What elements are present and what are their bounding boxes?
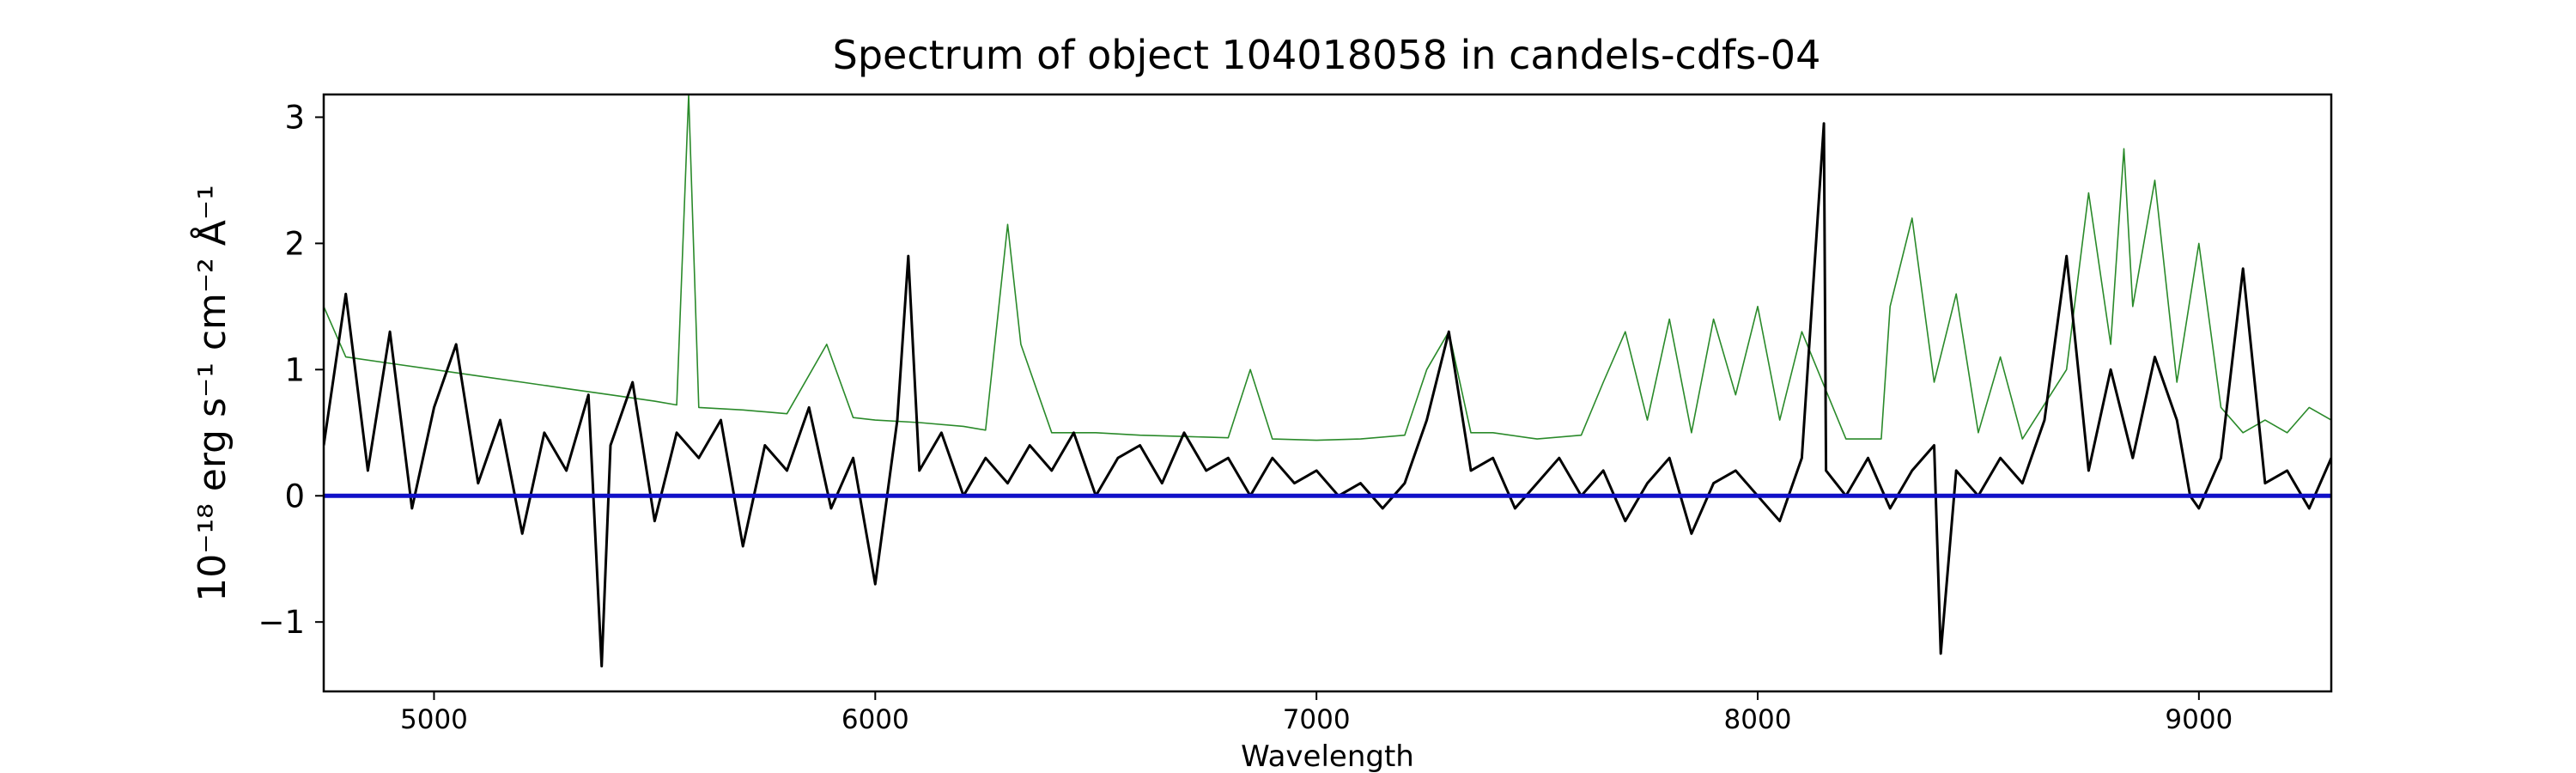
- spectrum-error-line: [324, 94, 2331, 441]
- x-tick-label: 7000: [1283, 704, 1351, 735]
- y-tick-label: 1: [284, 351, 305, 388]
- x-tick-label: 5000: [400, 704, 468, 735]
- x-tick-label: 8000: [1724, 704, 1792, 735]
- x-axis: 5000 6000 7000 8000 9000: [400, 691, 2233, 735]
- x-tick-label: 9000: [2165, 704, 2233, 735]
- chart-title: Spectrum of object 104018058 in candels-…: [833, 32, 1821, 78]
- plot-frame: [322, 93, 2333, 693]
- y-axis: −1 0 1 2 3: [258, 99, 324, 641]
- spectrum-flux-line: [324, 122, 2331, 668]
- x-tick-label: 6000: [841, 704, 909, 735]
- x-axis-label: Wavelength: [1241, 740, 1414, 773]
- y-tick-label: 3: [284, 99, 305, 136]
- plot-area: [324, 94, 2331, 668]
- y-axis-label: 10⁻¹⁸ erg s⁻¹ cm⁻² Å⁻¹: [189, 185, 234, 601]
- y-tick-label: 0: [284, 478, 305, 514]
- y-tick-label: −1: [258, 604, 305, 641]
- y-tick-label: 2: [284, 225, 305, 262]
